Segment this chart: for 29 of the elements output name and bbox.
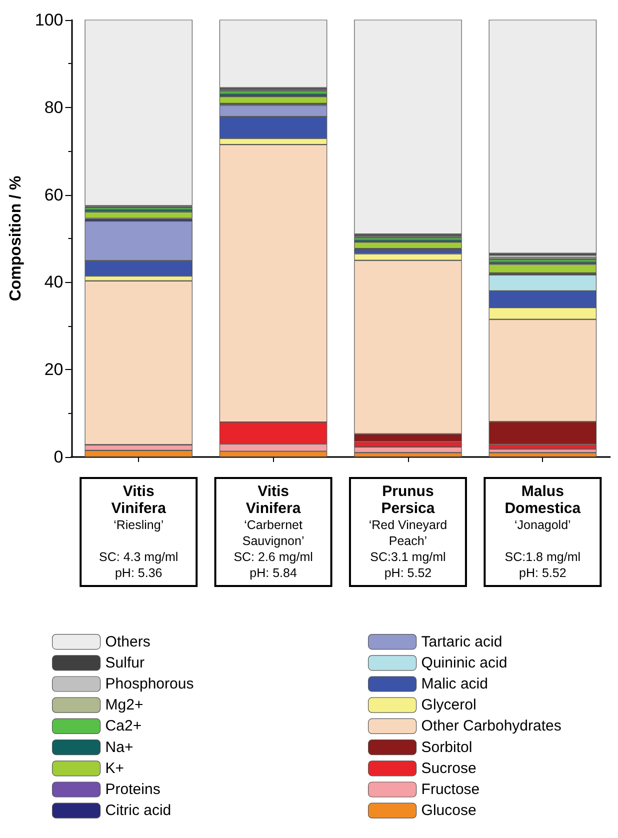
legend-label: Sorbitol xyxy=(421,738,472,756)
legend-label: Fructose xyxy=(421,781,480,798)
legend-label: Sulfur xyxy=(105,654,144,672)
y-tick-label: 0 xyxy=(54,448,64,466)
legend-label: K+ xyxy=(105,760,124,777)
legend-label: Glucose xyxy=(421,802,476,820)
legend-label: Citric acid xyxy=(105,802,172,820)
legend-label: Ca2+ xyxy=(105,718,142,735)
legend-label: Tartaric acid xyxy=(421,633,502,650)
y-axis-title: Composition / % xyxy=(8,176,24,302)
legend-label: Sucrose xyxy=(421,760,476,777)
legend-label: Na+ xyxy=(105,738,134,756)
legend-label: Phosphorous xyxy=(105,676,194,692)
y-tick-label: 60 xyxy=(44,185,64,204)
y-tick-label: 20 xyxy=(44,360,64,380)
y-tick-label: 40 xyxy=(44,272,64,292)
legend-label: Others xyxy=(105,633,150,650)
x-tick-label: Prunus Persica ‘Red Vineyard Peach’ SC:3.1 mg/ml pH: 5.52 xyxy=(368,483,448,580)
legend-label: Mg2+ xyxy=(105,696,144,714)
category-label: Vitis Vinifera ‘Riesling’ SC: 4.3 mg/ml pH: 5.36 xyxy=(99,483,178,580)
legend-label: Quininic acid xyxy=(421,654,508,672)
x-tick-label: Vitis Vinifera ‘Carbernet Sauvignon’ SC: 2.6 mg/ml pH: 5.84 xyxy=(234,483,313,580)
y-tick-label: 100 xyxy=(34,10,64,30)
legend-label: Other Carbohydrates xyxy=(421,718,562,735)
legend-label: Glycerol xyxy=(421,696,476,714)
legend-label: Proteins xyxy=(105,781,160,798)
legend-label: Malic acid xyxy=(421,676,488,692)
category-label: Malus Domestica ‘Jonagold’ SC:1.8 mg/ml pH: 5.52 xyxy=(504,483,581,580)
y-tick-label: 80 xyxy=(44,98,64,117)
